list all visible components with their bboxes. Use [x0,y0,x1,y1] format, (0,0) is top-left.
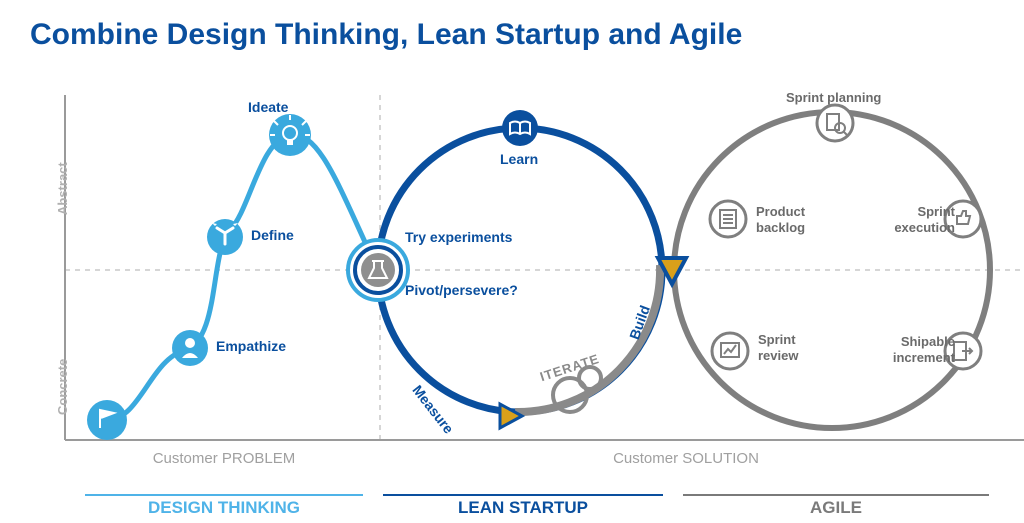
section-agile: AGILE [683,498,989,518]
dt-node-define [207,219,243,255]
beaker-node [348,240,408,300]
lean-label-pivot: Pivot/persevere? [405,282,518,298]
dt-label-define: Define [251,227,294,243]
agile-node-product-backlog [710,201,746,237]
agile-label-sprint-review: Sprint review [758,332,818,363]
agile-label-shippable: Shipable increment [867,334,955,365]
axis-label-abstract: Abstract [55,162,70,215]
dt-node-ideate [269,114,311,156]
lean-label-try: Try experiments [405,229,512,245]
agile-node-sprint-planning [817,105,853,141]
agile-circle [674,112,990,428]
dt-label-ideate: Ideate [248,99,288,115]
axis-label-concrete: Concrete [55,359,70,415]
dt-label-empathize: Empathize [216,338,286,354]
agile-label-sprint-execution: Sprint execution [871,204,955,235]
dt-node-start [87,400,127,440]
lean-node-learn [502,110,538,146]
section-design-thinking: DESIGN THINKING [85,498,363,518]
customer-solution-label: Customer SOLUTION [383,450,989,467]
process-diagram [0,0,1024,523]
section-lean-startup: LEAN STARTUP [383,498,663,518]
dt-node-empathize [172,330,208,366]
design-thinking-curve [107,135,378,420]
lean-label-learn: Learn [500,151,538,167]
agile-label-product-backlog: Product backlog [756,204,826,235]
customer-problem-label: Customer PROBLEM [85,450,363,467]
lean-arrow-bottom [500,404,522,428]
agile-label-sprint-planning: Sprint planning [786,90,881,105]
agile-node-sprint-review [712,333,748,369]
